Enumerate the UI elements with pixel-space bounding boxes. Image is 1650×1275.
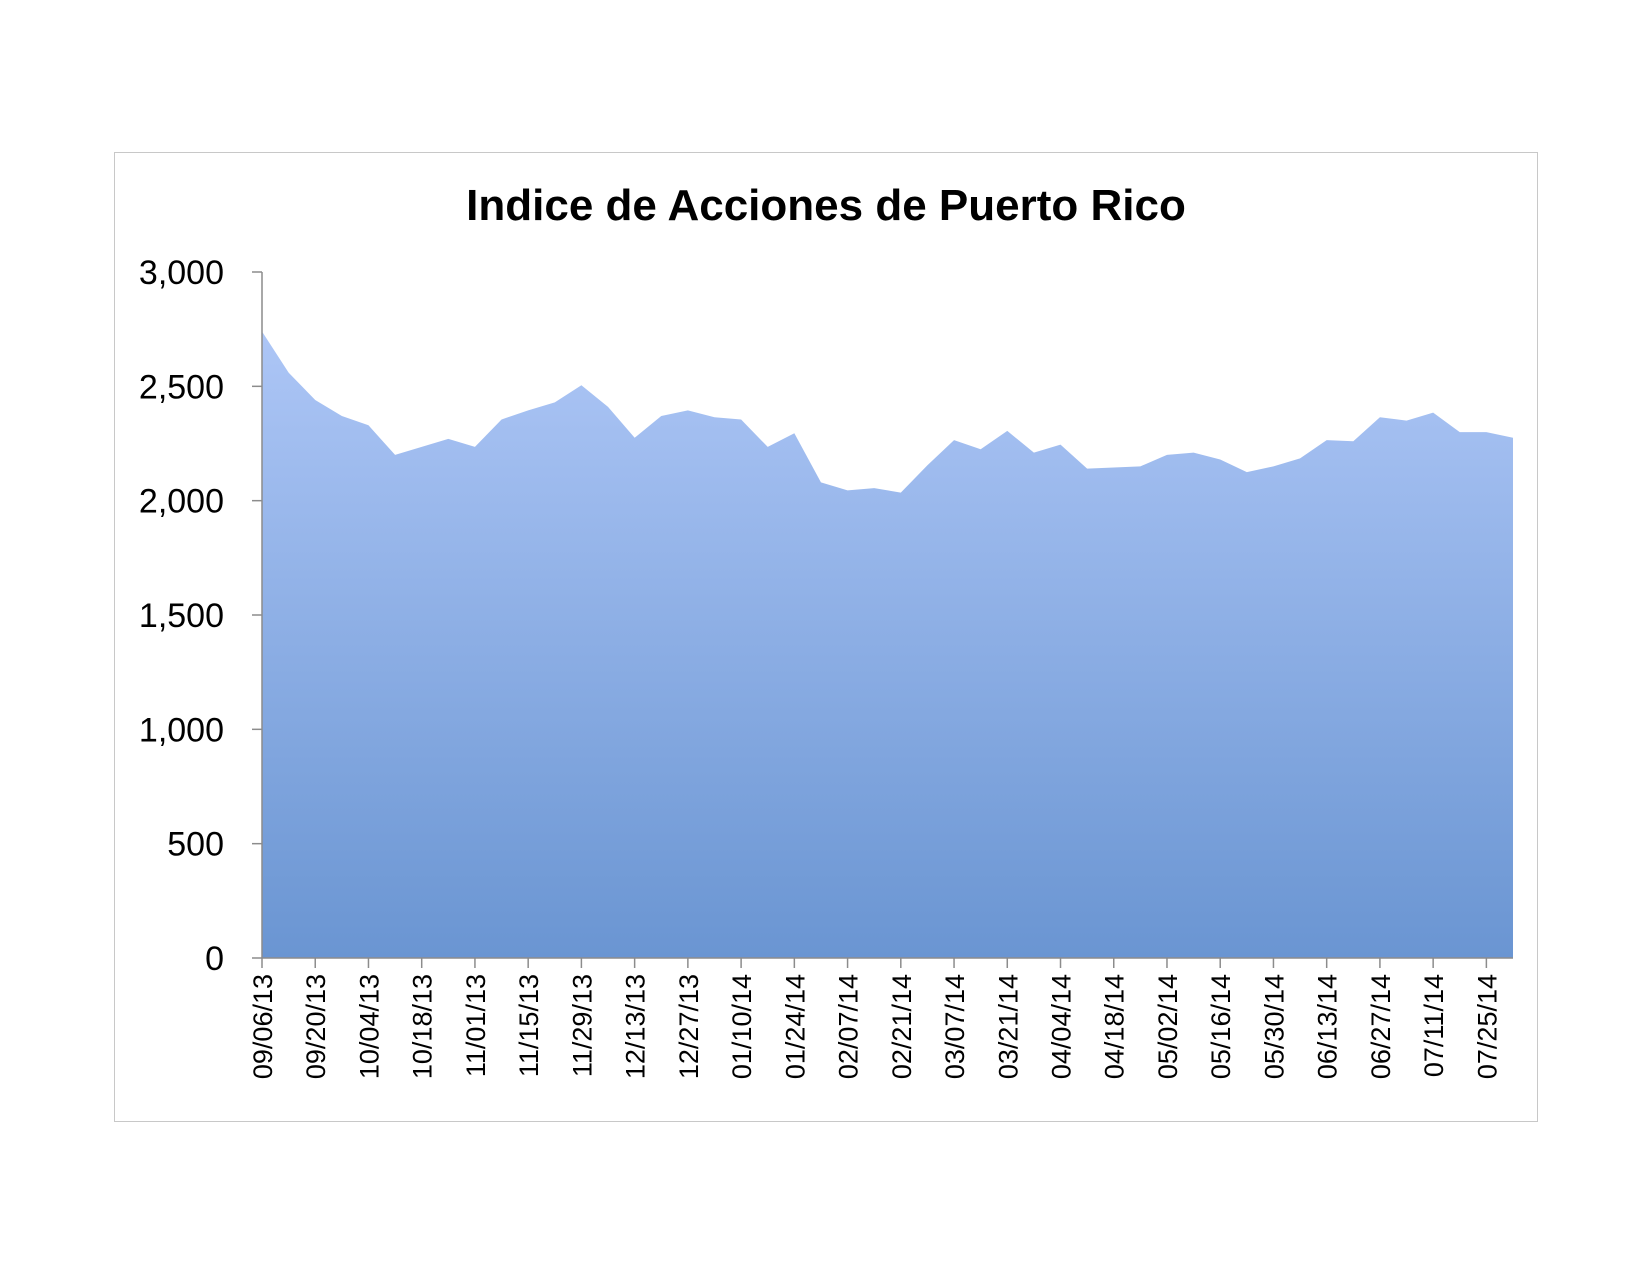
x-tick-label: 03/07/14 [940,974,970,1079]
x-tick-label: 12/13/13 [621,974,651,1079]
x-tick-label: 02/07/14 [834,974,864,1079]
x-tick-label: 05/30/14 [1259,974,1289,1079]
x-tick-label: 09/20/13 [301,974,331,1079]
x-tick-label: 07/25/14 [1472,974,1502,1079]
y-tick-label: 1,500 [139,597,224,635]
x-tick-label: 10/04/13 [354,974,384,1079]
y-tick-label: 3,000 [139,254,224,292]
index-area-series [262,331,1513,958]
x-tick-label: 09/06/13 [248,974,278,1079]
x-tick-label: 02/21/14 [887,974,917,1079]
x-tick-label: 12/27/13 [674,974,704,1079]
x-tick-label: 05/02/14 [1153,974,1183,1079]
y-tick-label: 500 [167,826,224,864]
x-tick-label: 01/10/14 [727,974,757,1079]
x-tick-label: 10/18/13 [408,974,438,1079]
y-tick-label: 2,000 [139,483,224,521]
x-tick-label: 06/13/14 [1313,974,1343,1079]
y-tick-label: 1,000 [139,711,224,749]
x-tick-label: 04/04/14 [1047,974,1077,1079]
y-tick-label: 0 [205,940,224,978]
chart-title: Indice de Acciones de Puerto Rico [466,181,1186,230]
y-tick-label: 2,500 [139,368,224,406]
x-tick-label: 04/18/14 [1100,974,1130,1079]
x-tick-label: 01/24/14 [780,974,810,1079]
x-tick-label: 05/16/14 [1206,974,1236,1079]
x-tick-label: 11/01/13 [461,974,491,1077]
x-tick-label: 07/11/14 [1419,974,1449,1077]
x-tick-label: 11/15/13 [514,974,544,1077]
x-tick-label: 03/21/14 [993,974,1023,1079]
x-tick-label: 06/27/14 [1366,974,1396,1079]
x-tick-label: 11/29/13 [567,974,597,1077]
